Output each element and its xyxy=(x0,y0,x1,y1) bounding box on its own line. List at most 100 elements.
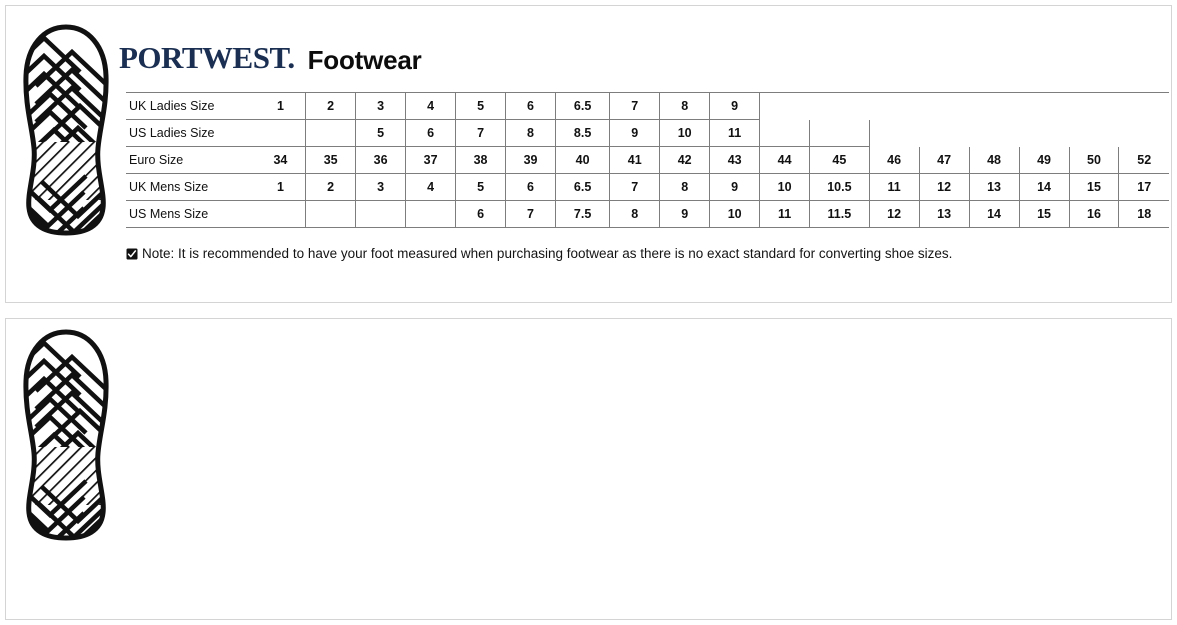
cell xyxy=(305,119,357,147)
cell: 11 xyxy=(869,173,920,201)
cell: 34 xyxy=(255,146,307,174)
cell: 10 xyxy=(659,119,711,147)
cell: 10.5 xyxy=(809,173,870,201)
cell: 6 xyxy=(455,200,507,228)
cell: 13 xyxy=(969,173,1020,201)
cell: 3 xyxy=(355,92,407,120)
cell: 3 xyxy=(355,173,407,201)
cell: 11.5 xyxy=(809,200,870,228)
cell: 48 xyxy=(969,146,1020,174)
checkbox-icon xyxy=(126,248,138,260)
cell: 50 xyxy=(1069,146,1120,174)
cell: 44 xyxy=(759,146,811,174)
cell-empty xyxy=(1019,92,1070,120)
cell: 14 xyxy=(969,200,1020,228)
cell xyxy=(305,200,357,228)
cell: 42 xyxy=(659,146,711,174)
base-panel: feel the comfort Footwear FOOT LENGTH CM… xyxy=(5,318,1172,620)
table-row: US Ladies Size 5 6 7 8 8.5 9 10 11 xyxy=(126,119,1169,147)
cell: 35 xyxy=(305,146,357,174)
cell: 5 xyxy=(455,92,507,120)
cell: 10 xyxy=(759,173,811,201)
cell: 8 xyxy=(609,200,661,228)
cell-empty xyxy=(809,92,870,120)
row-label: UK Mens Size xyxy=(126,173,256,201)
cell: 9 xyxy=(609,119,661,147)
portwest-note: Note: It is recommended to have your foo… xyxy=(126,246,952,261)
cell: 38 xyxy=(455,146,507,174)
cell-empty xyxy=(1019,120,1069,147)
cell: 6 xyxy=(405,119,457,147)
cell: 15 xyxy=(1069,173,1120,201)
cell: 6 xyxy=(505,92,557,120)
cell-empty xyxy=(919,92,970,120)
cell: 12 xyxy=(869,200,920,228)
cell-empty xyxy=(1119,120,1169,147)
cell: 5 xyxy=(455,173,507,201)
cell-empty xyxy=(759,92,810,120)
cell: 1 xyxy=(255,92,307,120)
cell xyxy=(255,200,307,228)
cell: 12 xyxy=(919,173,970,201)
cell: 6.5 xyxy=(555,173,611,201)
cell: 11 xyxy=(709,119,761,147)
cell: 5 xyxy=(355,119,407,147)
cell: 8.5 xyxy=(555,119,611,147)
cell: 9 xyxy=(709,173,761,201)
cell-empty xyxy=(869,92,920,120)
cell: 4 xyxy=(405,92,457,120)
cell xyxy=(355,200,407,228)
cell: 10 xyxy=(709,200,761,228)
cell-empty xyxy=(1069,120,1119,147)
cell: 52 xyxy=(1118,146,1169,174)
cell: 7.5 xyxy=(555,200,611,228)
cell: 9 xyxy=(659,200,711,228)
cell: 6.5 xyxy=(555,92,611,120)
table-row: UK Ladies Size 1 2 3 4 5 6 6.5 7 8 9 xyxy=(126,92,1169,120)
cell: 4 xyxy=(405,173,457,201)
cell: 49 xyxy=(1019,146,1070,174)
cell: 2 xyxy=(305,173,357,201)
cell: 18 xyxy=(1118,200,1169,228)
cell: 37 xyxy=(405,146,457,174)
cell: 46 xyxy=(869,146,920,174)
cell: 7 xyxy=(609,92,661,120)
cell: 47 xyxy=(919,146,970,174)
row-label: US Mens Size xyxy=(126,200,256,228)
cell: 43 xyxy=(709,146,761,174)
cell: 16 xyxy=(1069,200,1120,228)
cell: 13 xyxy=(919,200,970,228)
portwest-panel: PORTWEST. Footwear UK Ladies Size 1 2 3 … xyxy=(5,5,1172,303)
cell xyxy=(255,119,307,147)
cell: 9 xyxy=(709,92,761,120)
cell: 11 xyxy=(759,200,811,228)
row-label: US Ladies Size xyxy=(126,119,256,147)
cell-empty xyxy=(1118,92,1169,120)
row-label: Euro Size xyxy=(126,146,256,174)
table-row: US Mens Size 6 7 7.5 8 9 10 11 11.5 12 1… xyxy=(126,200,1169,228)
cell-empty xyxy=(1069,92,1119,120)
cell: 41 xyxy=(609,146,661,174)
cell xyxy=(405,200,457,228)
cell: 8 xyxy=(505,119,557,147)
cell: 1 xyxy=(255,173,307,201)
cell: 8 xyxy=(659,92,711,120)
portwest-brand: PORTWEST. Footwear xyxy=(119,42,422,73)
shoe-sole-icon xyxy=(20,329,112,546)
cell: 39 xyxy=(505,146,557,174)
cell: 36 xyxy=(355,146,407,174)
cell: 2 xyxy=(305,92,357,120)
cell: 17 xyxy=(1118,173,1169,201)
shoe-sole-icon xyxy=(20,24,112,241)
cell: 40 xyxy=(555,146,611,174)
cell: 45 xyxy=(809,146,870,174)
note-text: Note: It is recommended to have your foo… xyxy=(142,246,953,261)
cell-empty xyxy=(969,92,1020,120)
portwest-size-table: UK Ladies Size 1 2 3 4 5 6 6.5 7 8 9 xyxy=(126,92,1169,228)
cell: 14 xyxy=(1019,173,1070,201)
cell-empty xyxy=(809,119,870,147)
cell: 7 xyxy=(609,173,661,201)
table-row: Euro Size 34 35 36 37 38 39 40 41 42 43 … xyxy=(126,146,1169,174)
cell-empty xyxy=(759,119,811,147)
